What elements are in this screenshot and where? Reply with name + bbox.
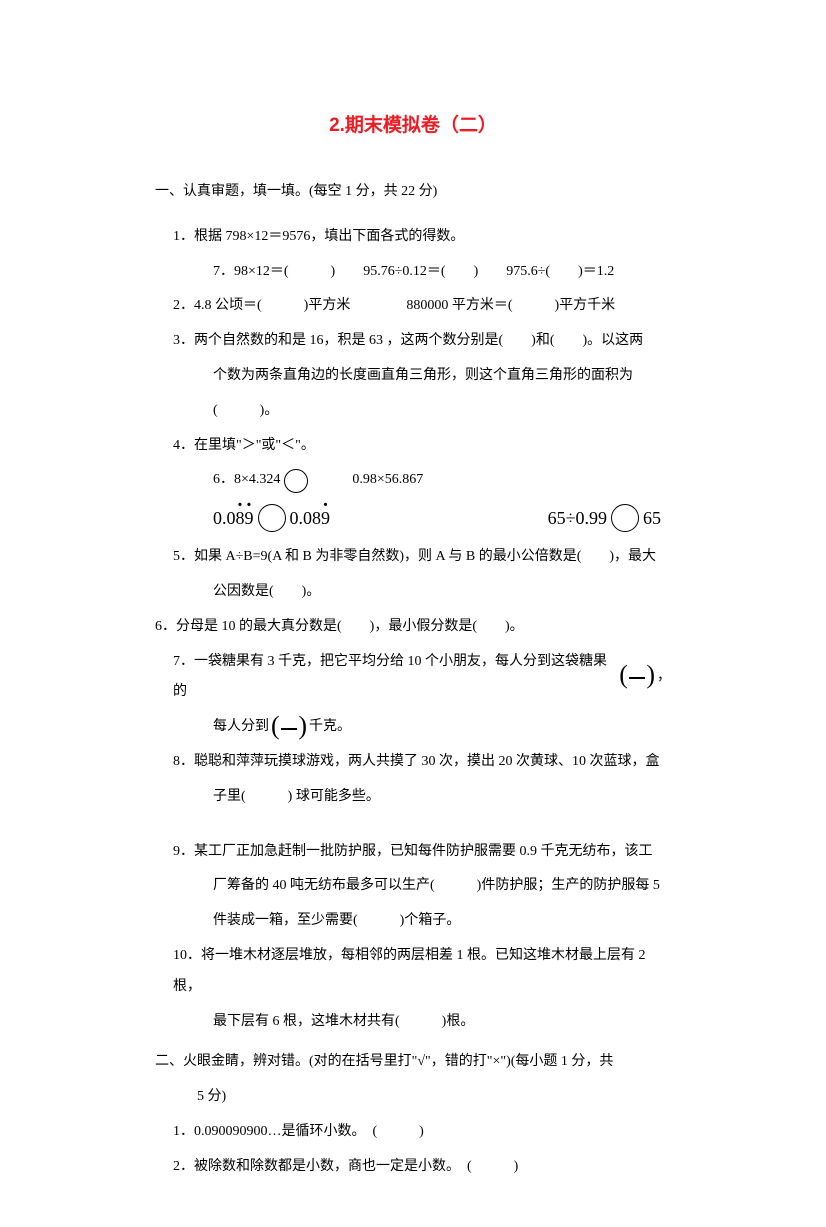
blank-circle-icon [611, 504, 639, 532]
q3-line2: 个数为两条直角边的长度画直角三角形，则这个直角三角形的面积为 [155, 361, 671, 392]
exam-page: 2.期末模拟卷（二） 一、认真审题，填一填。(每空 1 分，共 22 分) 1．… [0, 0, 826, 1227]
q2: 2．4.8 公顷＝( )平方米 880000 平方米＝( )平方千米 [155, 291, 671, 322]
q10-line1: 10．将一堆木材逐层堆放，每相邻的两层相差 1 根。已知这堆木材最上层有 2 根… [155, 941, 671, 1003]
section2-header: 二、火眼金睛，辨对错。(对的在括号里打"√"，错的打"×")(每小题 1 分，共 [155, 1047, 671, 1078]
fraction-blank-icon: () [619, 663, 655, 691]
blank-circle-icon [284, 469, 308, 493]
q7-tail: ， [657, 662, 671, 693]
q4-comp2: 0.98×56.867 [352, 465, 423, 496]
q4-expr2: 0.98×56.867 [352, 465, 423, 496]
q7-line2: 每人分到 () 千克。 [155, 712, 671, 743]
s2-q1: 1．0.090090900…是循环小数。 ( ) [155, 1117, 671, 1148]
q4-compare-row1: 6．8×4.324 0.98×56.867 [155, 465, 671, 496]
recurring-decimal-left: 0.089 [213, 508, 254, 529]
section2-header2: 5 分) [155, 1082, 671, 1113]
rec-dot: 8 [236, 508, 245, 528]
page-title: 2.期末模拟卷（二） [155, 110, 671, 137]
blank-circle-icon [258, 504, 286, 532]
div-right: 65 [643, 508, 661, 529]
div-left: 65÷0.99 [548, 508, 607, 529]
rec-part: 0.0 [213, 508, 236, 528]
division-compare: 65÷0.99 65 [548, 504, 661, 532]
q7-line1: 7．一袋糖果有 3 千克，把它平均分给 10 个小朋友，每人分到这袋糖果的 ()… [155, 647, 671, 709]
rec-part: 0.08 [290, 508, 322, 528]
fraction-blank-icon: () [271, 714, 307, 742]
section1-header: 一、认真审题，填一填。(每空 1 分，共 22 分) [155, 177, 671, 208]
rec-dot: 9 [321, 508, 330, 528]
q7b-pre: 每人分到 [213, 712, 269, 743]
q3-line1: 3．两个自然数的和是 16，积是 63 ，这两个数分别是( )和( )。以这两 [155, 326, 671, 357]
q4-compare-row2: 0.089 0.089 65÷0.99 65 [155, 504, 671, 532]
q5-line2: 公因数是( )。 [155, 577, 671, 608]
q3-line3: ( )。 [155, 396, 671, 427]
q8-line2: 子里( ) 球可能多些。 [155, 782, 671, 813]
q7-text: 7．一袋糖果有 3 千克，把它平均分给 10 个小朋友，每人分到这袋糖果的 [173, 647, 617, 709]
q4-comp1: 6．8×4.324 [213, 465, 312, 496]
recurring-decimal-right: 0.089 [290, 508, 331, 529]
q4-expr1: 6．8×4.324 [213, 465, 280, 496]
q9-line1: 9．某工厂正加急赶制一批防护服，已知每件防护服需要 0.9 千克无纺布，该工 [155, 837, 671, 868]
q4: 4．在里填"＞"或"＜"。 [155, 431, 671, 462]
q7b-post: 千克。 [309, 712, 351, 743]
recurring-compare: 0.089 0.089 [213, 504, 330, 532]
q8-line1: 8．聪聪和萍萍玩摸球游戏，两人共摸了 30 次，摸出 20 次黄球、10 次蓝球… [155, 747, 671, 778]
q5-line1: 5．如果 A÷B=9(A 和 B 为非零自然数)，则 A 与 B 的最小公倍数是… [155, 542, 671, 573]
q6: 6．分母是 10 的最大真分数是( )，最小假分数是( )。 [155, 612, 671, 643]
q9-line2: 厂筹备的 40 吨无纺布最多可以生产( )件防护服；生产的防护服每 5 [155, 871, 671, 902]
q9-line3: 件装成一箱，至少需要( )个箱子。 [155, 906, 671, 937]
rec-dot: 9 [245, 508, 254, 528]
q10-line2: 最下层有 6 根，这堆木材共有( )根。 [155, 1007, 671, 1038]
q1-line: 7．98×12＝( ) 95.76÷0.12＝( ) 975.6÷( )＝1.2 [155, 257, 671, 288]
q1: 1．根据 798×12＝9576，填出下面各式的得数。 [155, 222, 671, 253]
s2-q2: 2．被除数和除数都是小数，商也一定是小数。 ( ) [155, 1152, 671, 1183]
